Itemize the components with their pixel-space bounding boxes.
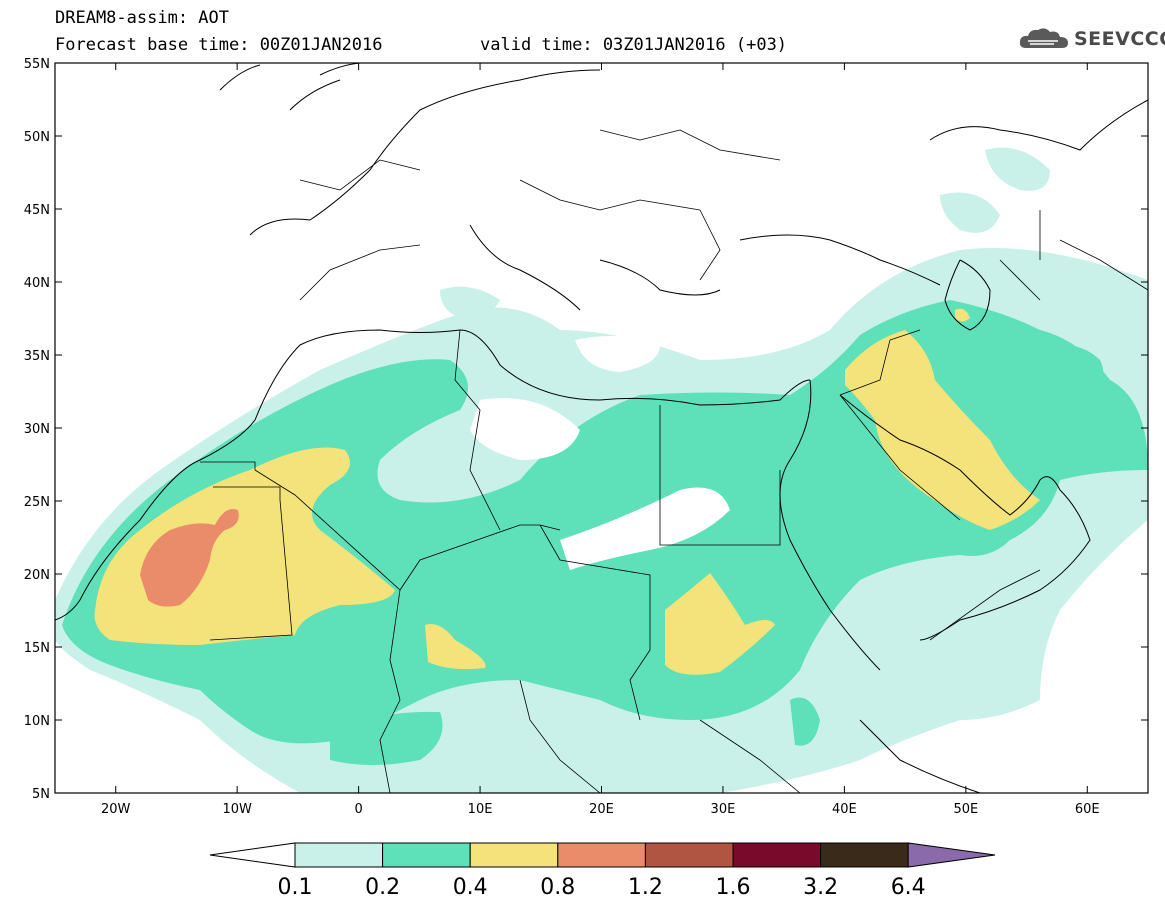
lon-label: 0	[354, 802, 362, 817]
chart-title: DREAM8-assim: AOT	[55, 8, 229, 28]
colorbar-swatch	[820, 842, 909, 868]
lat-label: 35N	[24, 349, 50, 364]
coastlines	[55, 63, 1148, 793]
colorbar-label: 0.8	[540, 875, 575, 900]
lat-label: 20N	[24, 568, 50, 583]
aot-clear-areas	[470, 336, 730, 570]
lat-label: 40N	[24, 276, 50, 291]
colorbar-label: 0.2	[365, 875, 400, 900]
colorbar-label: 0.1	[278, 875, 313, 900]
lat-label: 10N	[24, 714, 50, 729]
colorbar-label: 1.6	[716, 875, 751, 900]
lat-label: 5N	[32, 787, 50, 802]
lon-label: 10W	[222, 802, 252, 817]
lat-label: 30N	[24, 422, 50, 437]
colorbar-label: 0.4	[453, 875, 488, 900]
lat-label: 50N	[24, 130, 50, 145]
colorbar-high-arrow	[907, 842, 996, 868]
colorbar-low-arrow	[209, 842, 296, 868]
cloud-icon	[1019, 28, 1068, 48]
country-borders	[200, 129, 1148, 793]
valid-time: valid time: 03Z01JAN2016 (+03)	[480, 35, 788, 55]
colorbar-label: 1.2	[628, 875, 663, 900]
colorbar-swatch	[732, 842, 822, 868]
lon-label: 60E	[1075, 802, 1100, 817]
lon-label: 20E	[589, 802, 614, 817]
colorbar-swatch	[382, 842, 471, 868]
forecast-base-time: Forecast base time: 00Z01JAN2016	[55, 35, 383, 55]
lon-label: 40E	[832, 802, 857, 817]
colorbar-swatch	[644, 842, 734, 868]
aot-band-0-8	[140, 509, 239, 607]
aot-band-0-4	[94, 308, 1040, 675]
colorbar-swatch	[557, 842, 646, 868]
lat-label: 15N	[24, 641, 50, 656]
latitude-axis: 55N 50N 45N 40N 35N 30N 25N 20N 15N 10N 5N	[24, 57, 1148, 802]
logo-text: SEEVCCC	[1074, 28, 1165, 50]
lon-label: 30E	[711, 802, 736, 817]
lat-label: 45N	[24, 203, 50, 218]
lat-label: 25N	[24, 495, 50, 510]
colorbar-swatch	[469, 842, 559, 868]
lon-label: 50E	[953, 802, 978, 817]
lon-label: 10E	[468, 802, 493, 817]
colorbar-swatch	[294, 842, 384, 868]
colorbar-label: 6.4	[891, 875, 926, 900]
lat-label: 55N	[24, 57, 50, 72]
lon-label: 20W	[101, 802, 131, 817]
seevccc-logo: SEEVCCC	[1018, 24, 1165, 54]
longitude-axis: 20W 10W 0 10E 20E 30E 40E 50E 60E	[101, 63, 1100, 817]
colorbar-label: 3.2	[803, 875, 838, 900]
